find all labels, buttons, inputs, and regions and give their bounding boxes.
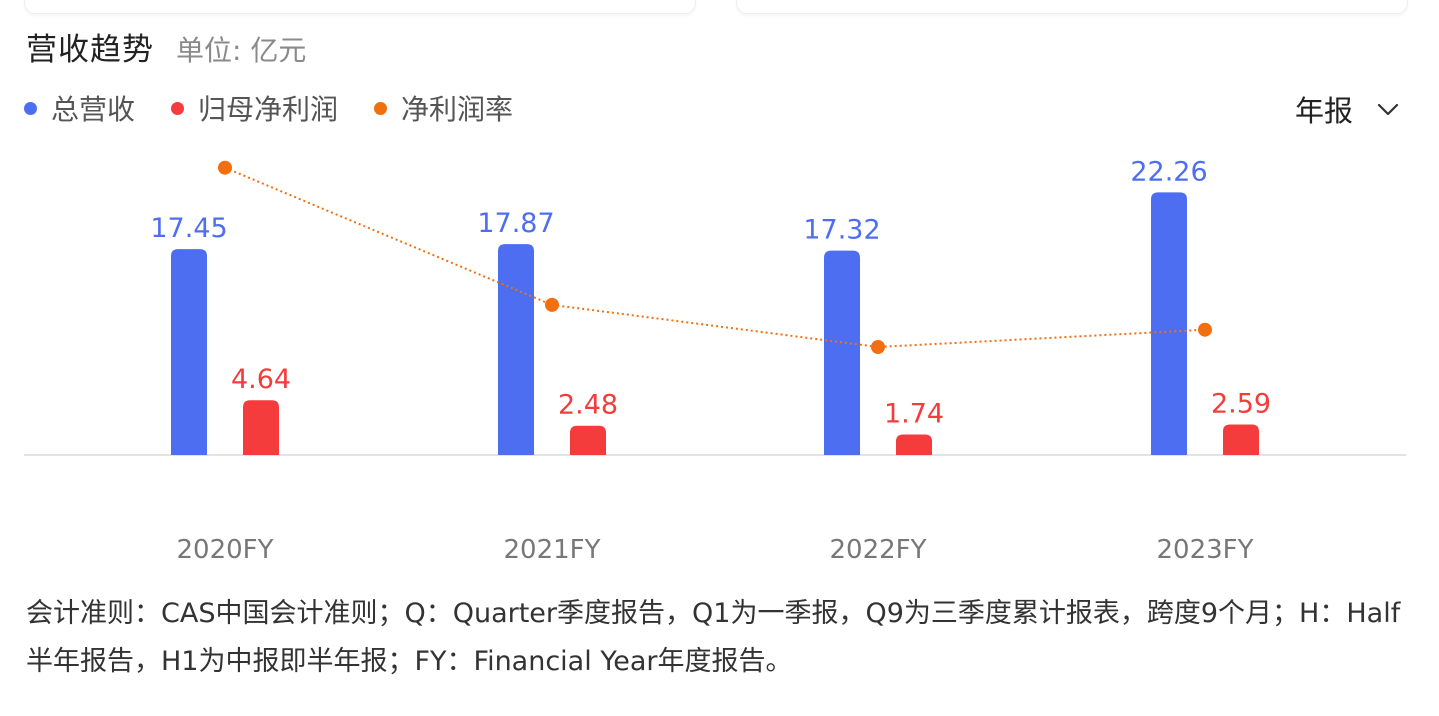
legend: 总营收 归母净利润 净利润率 [24, 88, 549, 128]
net-profit-bar[interactable] [243, 400, 279, 455]
legend-dot [374, 101, 388, 115]
net-profit-bar[interactable] [1223, 424, 1259, 455]
x-tick-label: 2022FY [829, 535, 926, 565]
net-profit-bar[interactable] [570, 425, 606, 455]
revenue-bar[interactable] [824, 250, 860, 455]
net-profit-value-label: 2.48 [558, 390, 618, 421]
net-profit-value-label: 4.64 [231, 364, 291, 395]
x-tick-label: 2023FY [1156, 535, 1253, 565]
revenue-value-label: 17.45 [150, 213, 227, 244]
top-card-right [736, 0, 1408, 14]
legend-item-profit-margin[interactable]: 净利润率 [374, 88, 513, 128]
period-label: 年报 [1294, 94, 1353, 128]
profit-margin-line [224, 166, 1206, 349]
period-selector[interactable]: 年报 [1295, 88, 1401, 130]
legend-label: 净利润率 [401, 93, 514, 126]
revenue-trend-chart: 17.45 17.87 17.32 22.26 4.64 2.48 1.74 2.59 2020… [24, 156, 1406, 565]
legend-item-net-profit[interactable]: 归母净利润 [171, 88, 338, 128]
net-profit-bar[interactable] [896, 434, 932, 455]
legend-dot [171, 101, 185, 115]
profit-margin-point[interactable] [1198, 322, 1212, 337]
net-profit-value-label: 1.74 [884, 398, 944, 429]
x-tick-label: 2020FY [176, 535, 273, 565]
revenue-value-label: 22.26 [1130, 156, 1207, 187]
profit-margin-point[interactable] [545, 297, 559, 312]
top-card-left [24, 0, 696, 14]
revenue-value-label: 17.87 [477, 208, 554, 239]
revenue-value-label: 17.32 [803, 215, 880, 246]
revenue-bar[interactable] [498, 244, 534, 455]
legend-item-revenue[interactable]: 总营收 [24, 88, 135, 128]
profit-margin-point[interactable] [871, 340, 885, 354]
chart-header: 营收趋势 单位: 亿元 [26, 24, 306, 69]
legend-label: 总营收 [51, 93, 136, 126]
revenue-bar[interactable] [1151, 192, 1187, 455]
footnote: 会计准则：CAS中国会计准则；Q：Quarter季度报告，Q1为一季报，Q9为三… [26, 598, 1401, 677]
chart-title: 营收趋势 [26, 32, 154, 68]
legend-label: 归母净利润 [198, 93, 339, 126]
net-profit-value-label: 2.59 [1211, 388, 1271, 419]
profit-margin-point[interactable] [218, 160, 232, 175]
x-tick-label: 2021FY [503, 535, 600, 565]
unit-label: 单位: 亿元 [176, 34, 307, 67]
legend-dot [24, 101, 37, 115]
revenue-bar[interactable] [171, 249, 207, 455]
chevron-down-icon [1377, 103, 1399, 116]
